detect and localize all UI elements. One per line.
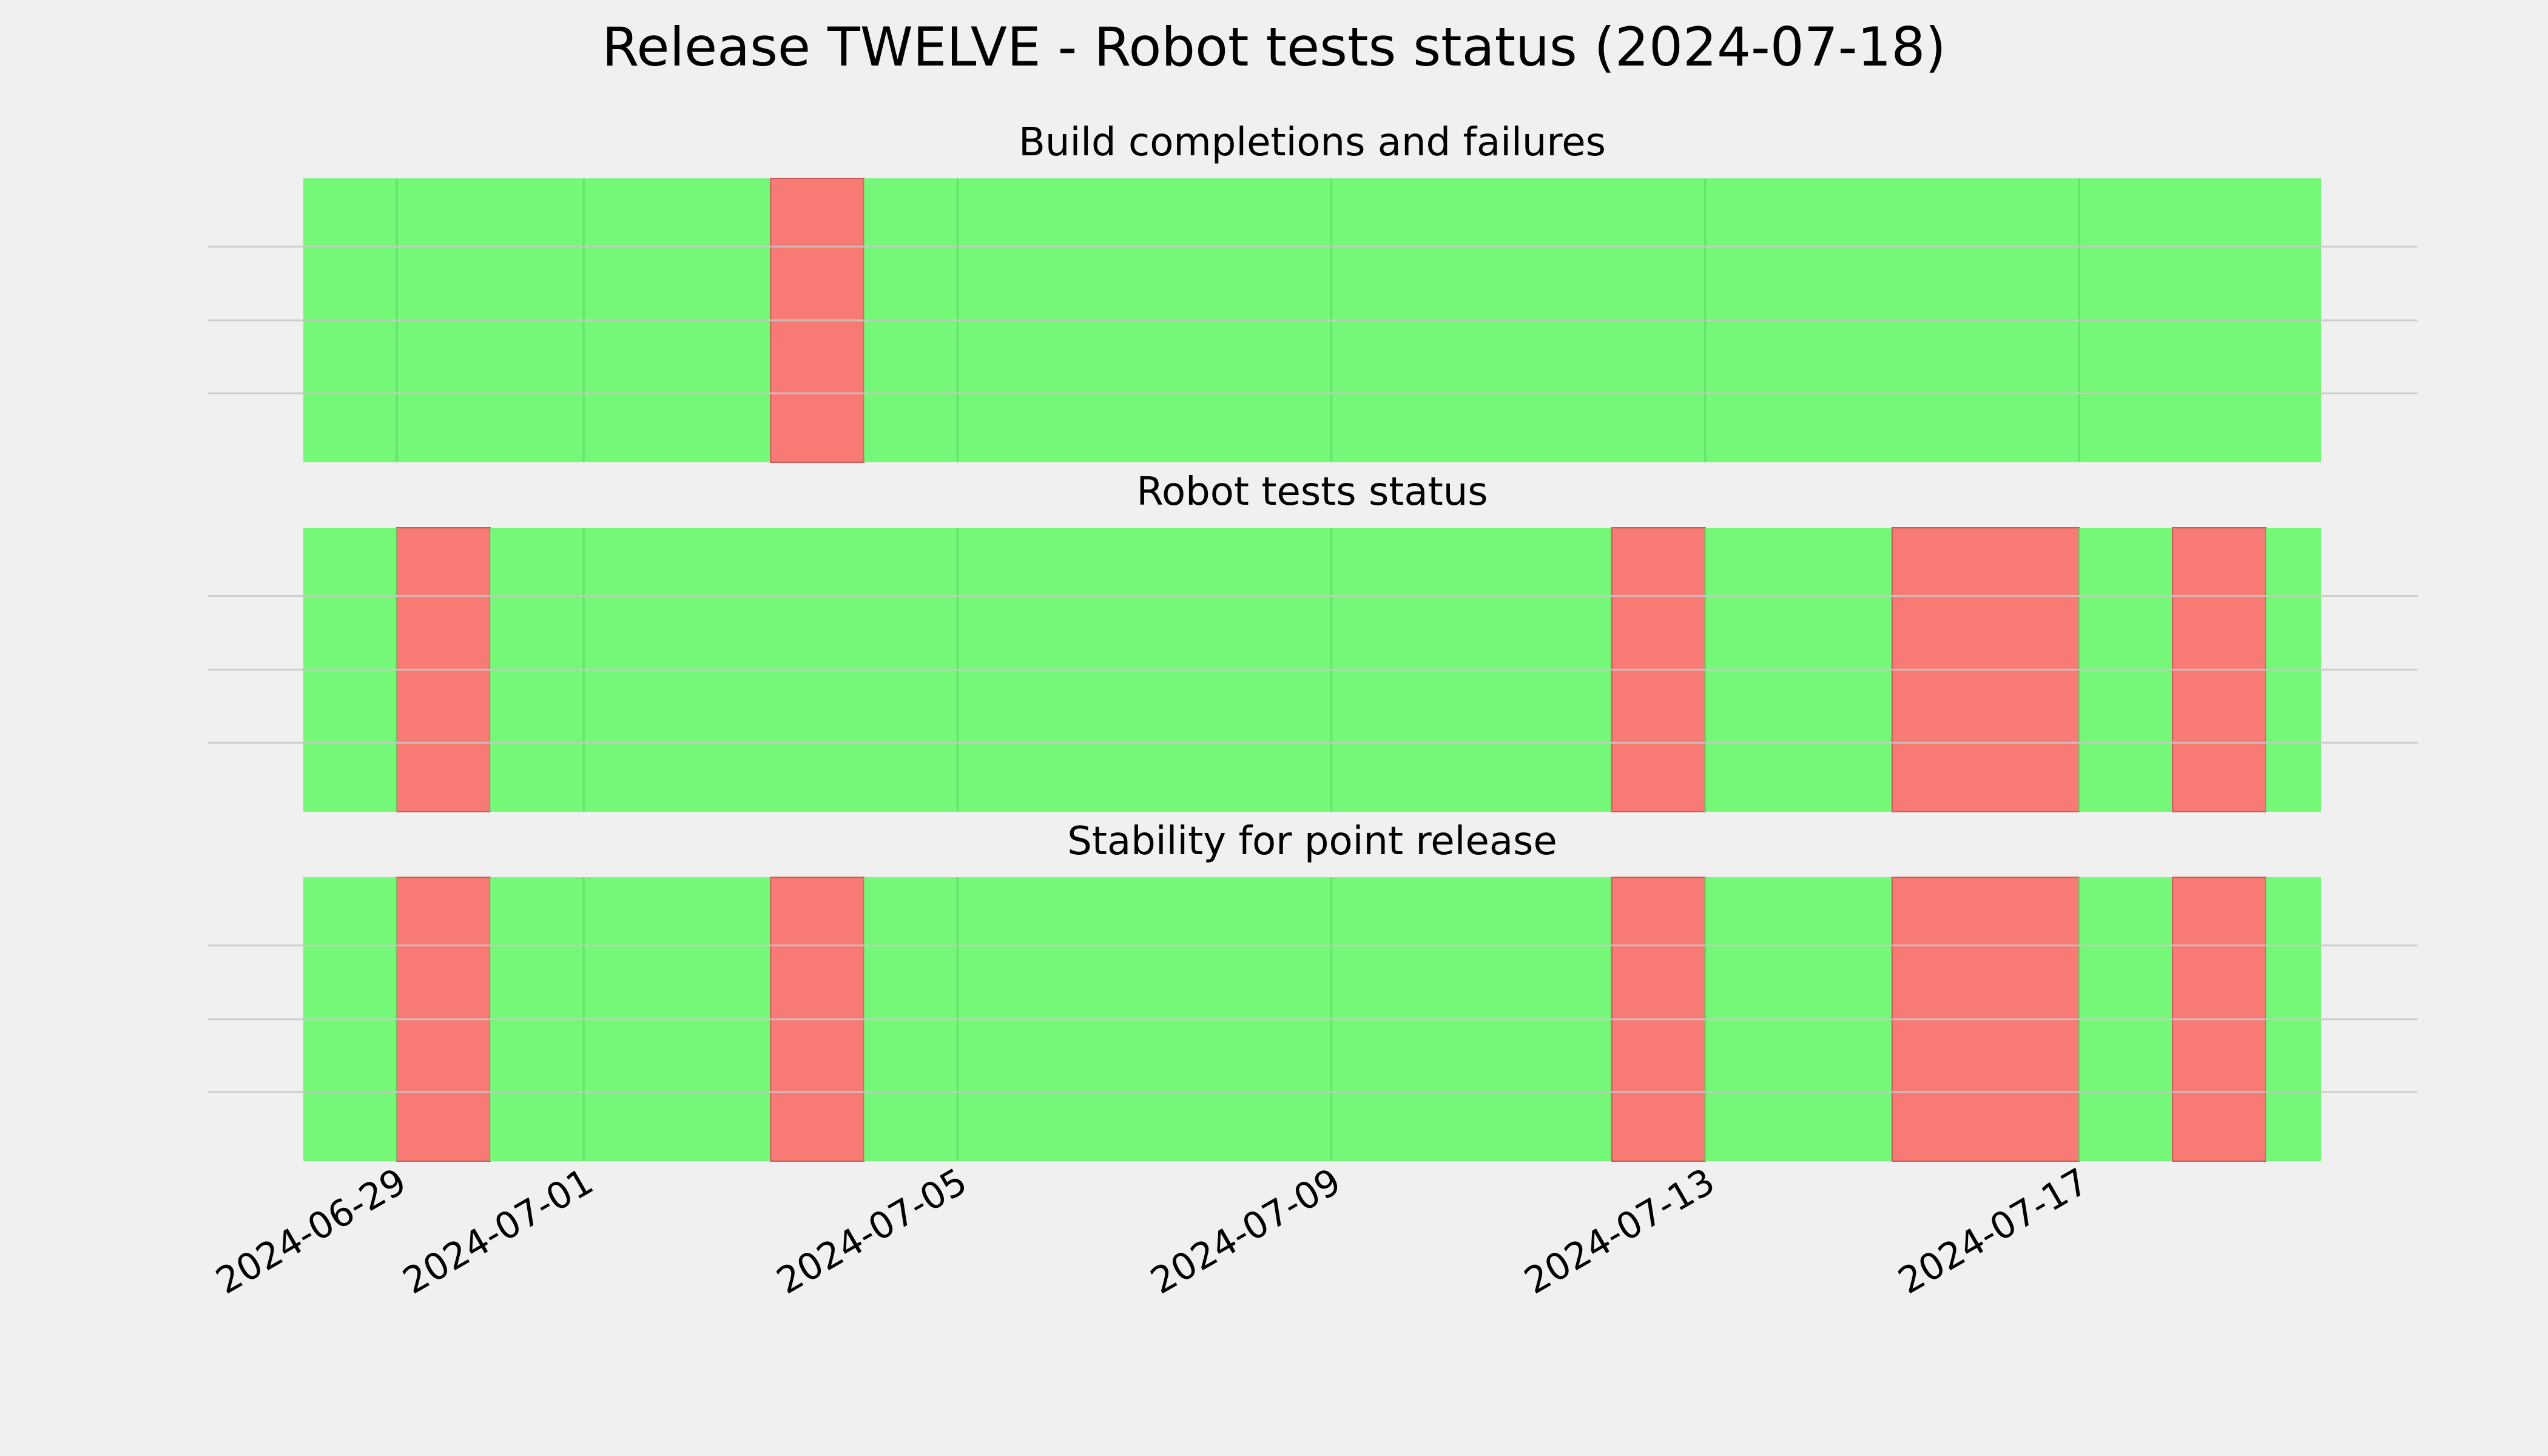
chart-panel-2: Robot tests status	[208, 470, 2418, 812]
panel-title: Build completions and failures	[1019, 120, 1606, 165]
chart-panel-1: Build completions and failures	[208, 120, 2418, 463]
panel-title: Stability for point release	[1067, 819, 1557, 864]
panel-title: Robot tests status	[1136, 470, 1488, 514]
chart-panel-3: Stability for point release	[208, 819, 2418, 1162]
chart-panels: Build completions and failures Robot test…	[208, 120, 2418, 1303]
figure-title: Release TWELVE - Robot tests status (202…	[602, 16, 1946, 78]
